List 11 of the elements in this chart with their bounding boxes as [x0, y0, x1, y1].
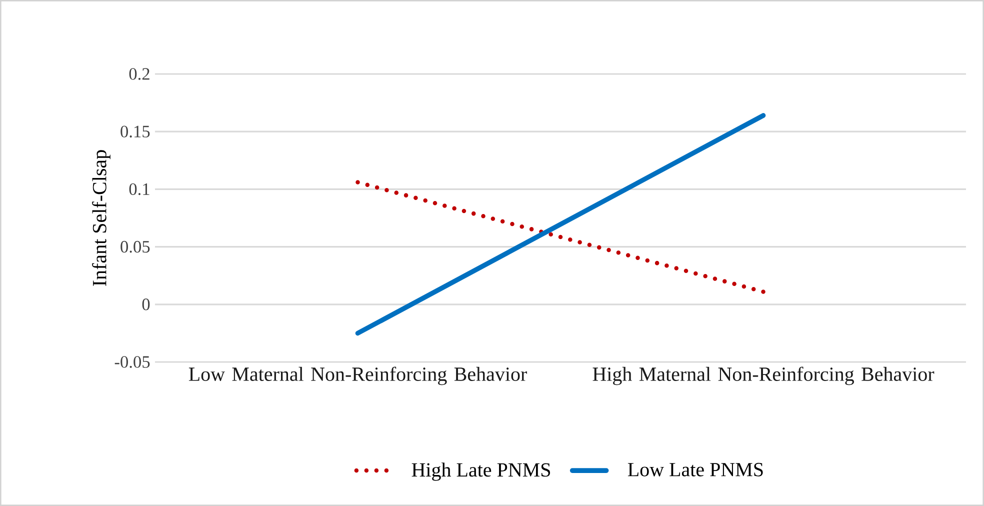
x-tick-label: Low Maternal Non-Reinforcing Behavior [188, 366, 527, 386]
legend-label: High Late PNMS [412, 462, 550, 481]
x-tick-label: High Maternal Non-Reinforcing Behavior [592, 366, 934, 386]
y-tick-label: -0.05 [114, 356, 150, 368]
y-tick-label: 0.2 [129, 68, 150, 80]
y-axis-title: Infant Self-Clsap [92, 150, 110, 286]
y-tick-label: 0.1 [129, 183, 150, 196]
y-tick-label: 0 [142, 298, 150, 310]
legend-label: Low Late PNMS [628, 462, 763, 476]
y-tick-label: 0.15 [120, 126, 150, 138]
y-tick-label: 0.05 [120, 240, 150, 253]
